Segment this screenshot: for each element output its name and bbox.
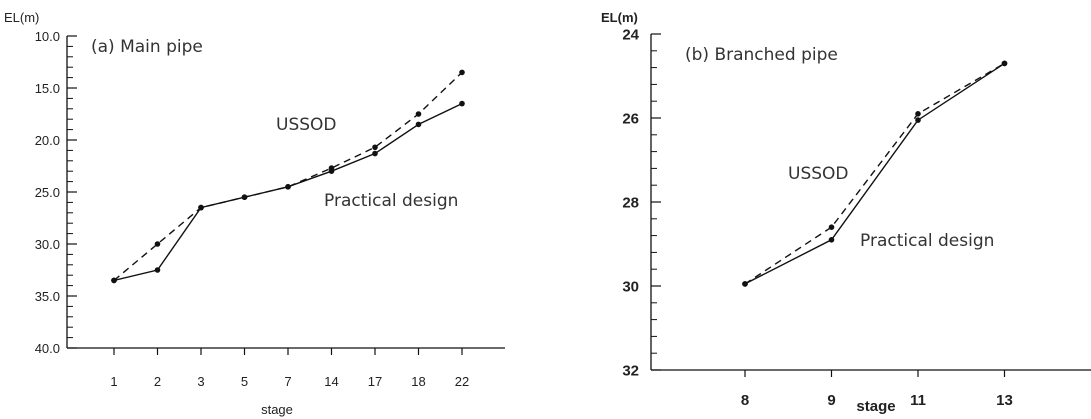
panel-a-data-point-practical-design <box>154 267 161 273</box>
panel-a-x-tick-label: 5 <box>241 374 248 389</box>
panel-b-series-line-ussod <box>744 62 1005 285</box>
panel-a-y-tick-label: 10.0 <box>35 29 60 44</box>
panel-a-y-tick-label: 30.0 <box>35 237 60 252</box>
panel-a-legend-ussod: USSOD <box>276 115 337 135</box>
panel-a-x-tick-label: 3 <box>197 374 204 389</box>
panel-b-data-point-ussod <box>915 111 921 117</box>
panel-b-y-tick-label: 26 <box>622 111 639 128</box>
panel-a-x-axis-label: stage <box>261 402 293 417</box>
panel-b-x-axis-label: stage <box>856 398 895 415</box>
panel-b-y-axis-label: EL(m) <box>601 10 638 25</box>
panel-a-legend-practical: Practical design <box>324 191 458 211</box>
panel-a-x-tick-label: 17 <box>368 374 382 389</box>
panel-a-x-tick-label: 18 <box>411 374 425 389</box>
panel-b-x-tick-label: 8 <box>741 392 749 409</box>
panel-b-data-point-practical-design <box>742 281 748 287</box>
panel-a-data-point-practical-design <box>111 277 117 284</box>
panel-a-data-point-practical-design <box>328 168 335 174</box>
panel-b-series-line-practical-design <box>744 62 1005 285</box>
panel-b-data-point-practical-design <box>1001 60 1008 67</box>
panel-a-x-tick-label: 22 <box>455 374 469 389</box>
panel-a-y-axis-label: EL(m) <box>4 10 39 25</box>
panel-b-legend-ussod: USSOD <box>788 164 849 184</box>
panel-a-x-tick-label: 7 <box>284 374 291 389</box>
panel-b-y-tick-label: 28 <box>622 195 639 212</box>
panel-b-data-point-ussod <box>828 224 835 230</box>
panel-a-y-tick-label: 25.0 <box>35 185 60 200</box>
panel-a-y-tick-label: 15.0 <box>35 81 60 96</box>
panel-b-x-tick-label: 9 <box>827 392 835 409</box>
panel-a-x-tick-label: 2 <box>154 374 161 389</box>
panel-b-plot: 24 26 28 30 32 8 9 11 13 <box>622 27 1091 409</box>
panel-a-data-point-practical-design <box>415 121 422 128</box>
panel-a-data-point-ussod <box>154 241 161 247</box>
panel-a-y-tick-label: 40.0 <box>35 341 60 356</box>
panel-a-x-tick-label: 1 <box>110 374 117 389</box>
panel-a-data-point-practical-design <box>285 184 291 190</box>
panel-b-title: (b) Branched pipe <box>685 45 838 65</box>
panel-a-x-tick-label: 14 <box>324 374 338 389</box>
panel-a-y-tick-label: 35.0 <box>35 289 60 304</box>
panel-a-data-point-practical-design <box>372 150 378 157</box>
panel-b-y-tick-label: 32 <box>622 363 639 380</box>
panel-a-data-point-ussod <box>415 111 422 117</box>
panel-a-data-point-practical-design <box>459 100 465 107</box>
panel-a-series-line-ussod <box>113 71 463 281</box>
panel-b-legend-practical: Practical design <box>860 231 994 251</box>
panel-b-data-point-practical-design <box>828 237 835 243</box>
panel-a-data-point-ussod <box>459 69 465 76</box>
panel-b-data-point-practical-design <box>915 117 921 123</box>
panel-a-y-tick-label: 20.0 <box>35 133 60 148</box>
panel-a-data-point-practical-design <box>241 194 248 200</box>
panel-a-title: (a) Main pipe <box>91 37 203 57</box>
panel-a-data-point-practical-design <box>198 204 204 211</box>
panel-b-x-tick-label: 11 <box>910 392 926 409</box>
panel-a-plot: 10.0 15.0 20.0 25.0 30.0 35.0 40.0 1 2 3 5 7 14 17 18 2… <box>35 29 505 389</box>
panel-a-data-point-ussod <box>372 144 378 151</box>
panel-b-x-tick-label: 13 <box>996 392 1013 409</box>
panel-b-y-tick-label: 30 <box>622 279 639 296</box>
panel-b-y-tick-label: 24 <box>622 27 639 44</box>
